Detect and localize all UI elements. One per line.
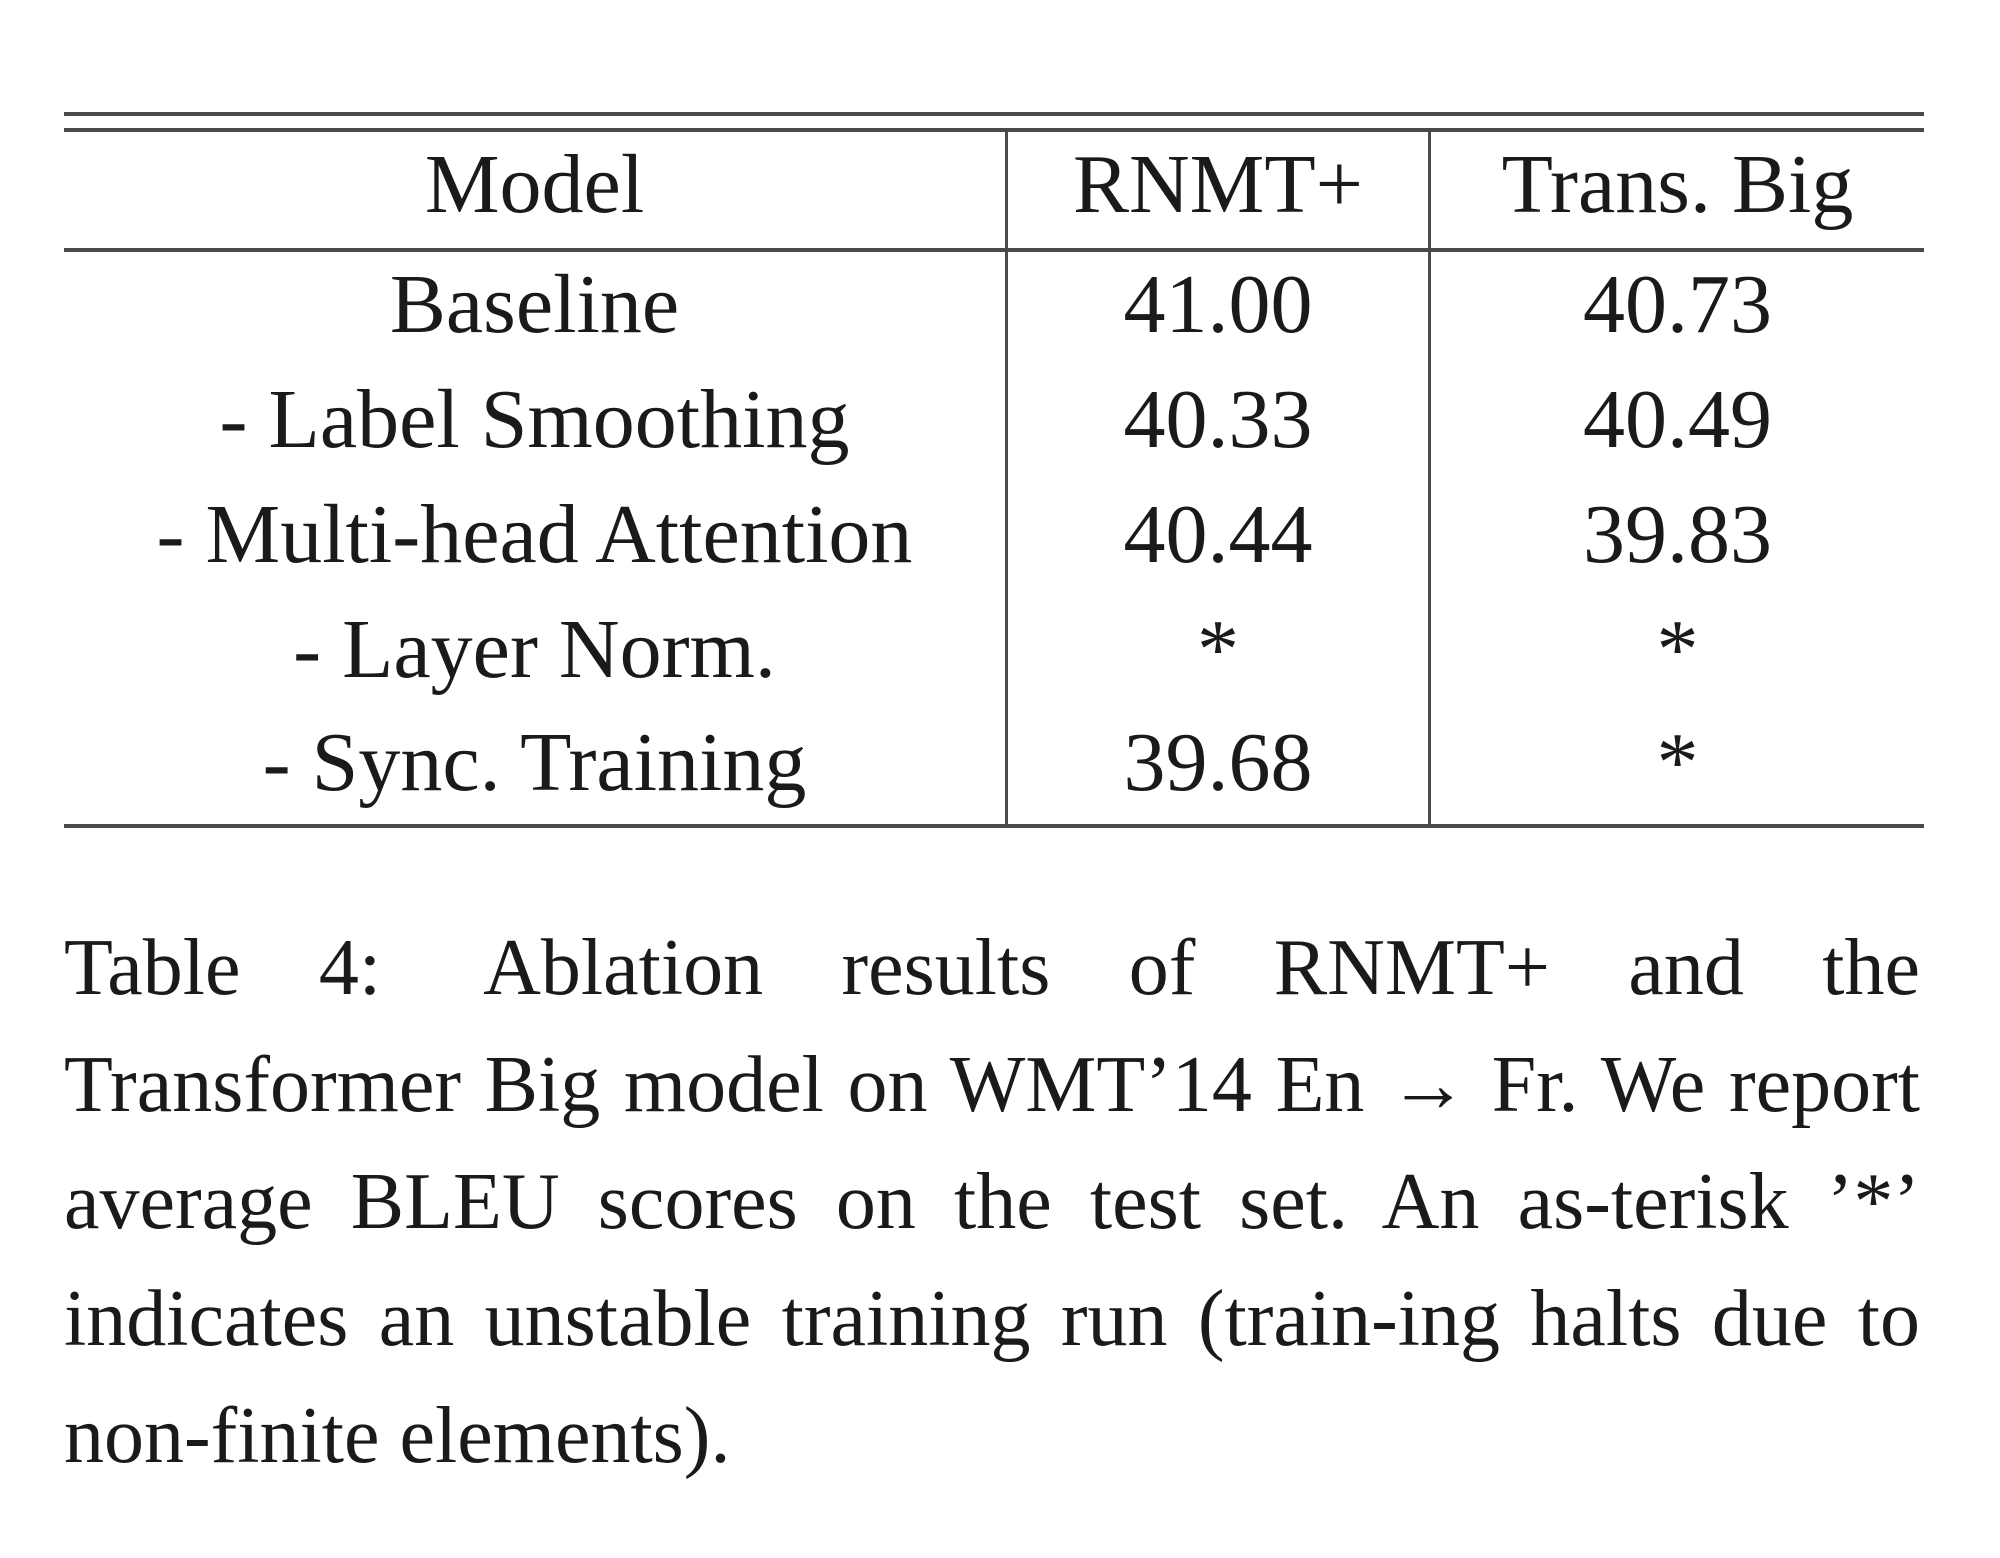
table-top-rule	[64, 112, 1924, 116]
table-header-rule	[64, 248, 1924, 252]
table-cell-rnmt: 39.68	[1123, 716, 1313, 809]
table-cell-trans-big: 40.49	[1583, 373, 1772, 466]
table-cell-trans-big: 40.73	[1583, 258, 1772, 351]
table-cell-rnmt: *	[1197, 603, 1239, 696]
table-top-rule-double	[64, 128, 1924, 132]
table-cell-model: Baseline	[389, 258, 680, 351]
table-header-trans-big: Trans. Big	[1501, 138, 1854, 231]
table-column-divider	[1428, 130, 1431, 826]
table-column-divider	[1005, 130, 1008, 826]
caption-label: Table 4:	[64, 924, 382, 1012]
table-header-model: Model	[424, 138, 645, 231]
table-cell-model: - Layer Norm.	[293, 603, 776, 696]
caption-text: Ablation results of RNMT+ and the Transf…	[64, 924, 1921, 1480]
table-cell-trans-big: *	[1656, 716, 1699, 809]
table-cell-trans-big: *	[1656, 603, 1699, 696]
table-caption: Table 4: Ablation results of RNMT+ and t…	[64, 910, 1920, 1495]
table-header-rnmt: RNMT+	[1072, 138, 1364, 231]
table-cell-model: - Multi-head Attention	[156, 488, 913, 581]
table-bottom-rule	[64, 824, 1924, 828]
table-cell-model: - Label Smoothing	[219, 373, 850, 466]
table-cell-rnmt: 40.44	[1123, 488, 1313, 581]
table-cell-rnmt: 41.00	[1123, 258, 1313, 351]
table-cell-rnmt: 40.33	[1123, 373, 1313, 466]
table-cell-model: - Sync. Training	[262, 716, 807, 809]
table-cell-trans-big: 39.83	[1583, 488, 1772, 581]
